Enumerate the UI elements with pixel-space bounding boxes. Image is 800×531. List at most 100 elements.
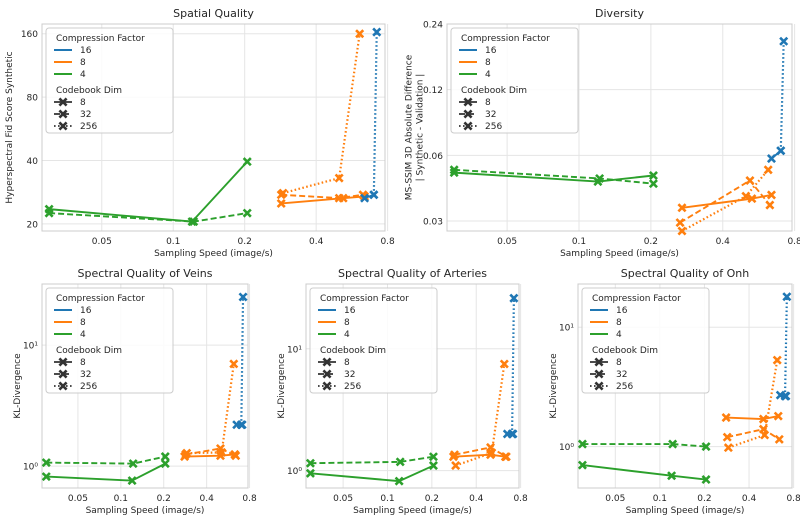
data-point	[182, 448, 192, 458]
y-axis-label: KL-Divergence	[277, 353, 287, 419]
y-tick-label: 160	[21, 30, 38, 40]
x-tick-label: 0.1	[114, 494, 128, 504]
y-tick-label: 10¹	[559, 324, 574, 334]
data-point	[721, 413, 731, 423]
data-point	[766, 154, 777, 164]
series-line	[372, 32, 378, 195]
data-point	[766, 190, 777, 200]
legend: Compression Factor 16 8 4 Codebook Dim 8 32 256	[45, 287, 174, 394]
legend-label: 8	[616, 358, 622, 368]
plot-frame	[577, 283, 793, 489]
data-point	[44, 208, 54, 218]
legend-label: 256	[80, 122, 97, 132]
series-line	[510, 298, 515, 434]
data-point	[449, 165, 459, 175]
series-line	[310, 455, 434, 465]
legend-box	[309, 287, 438, 394]
series-line	[783, 296, 788, 397]
data-point	[701, 442, 711, 452]
data-point	[675, 218, 685, 228]
panel-1: 0.05 0.1 0.2 0.4 0.8 20 40 80 160 Spatial Quality…	[5, 7, 395, 259]
x-tick-label: 0.2	[157, 494, 171, 504]
series-line	[681, 194, 772, 209]
legend-label: 32	[344, 370, 355, 380]
legend-box	[581, 287, 710, 394]
data-point	[127, 476, 137, 486]
chart-title: Diversity	[595, 7, 644, 20]
legend-label: 8	[80, 58, 86, 68]
legend-label: 32	[485, 110, 496, 120]
legend-title: Compression Factor	[56, 34, 145, 44]
chart-title: Spatial Quality	[173, 7, 254, 20]
x-tick-label: 0.1	[380, 494, 394, 504]
legend-marker	[58, 97, 68, 107]
legend-marker	[463, 109, 473, 119]
data-point	[41, 458, 51, 468]
plot-frame	[41, 23, 386, 232]
y-tick-label: 80	[27, 94, 39, 104]
y-axis-label: | Synthetic - Validation |	[416, 74, 426, 182]
x-axis-label: Sampling Speed (image/s)	[353, 506, 472, 516]
legend-box	[45, 287, 174, 394]
y-tick-label: 10⁰	[287, 467, 302, 477]
legend-label: 16	[485, 46, 497, 56]
legend-marker	[58, 381, 68, 391]
x-axis-label: Sampling Speed (image/s)	[154, 249, 273, 259]
legend-label: 8	[616, 318, 622, 328]
series-line	[726, 415, 779, 421]
x-tick-label: 0.8	[787, 237, 800, 247]
data-point	[507, 429, 517, 439]
x-tick-label: 0.2	[697, 494, 711, 504]
data-point	[276, 198, 286, 208]
legend-marker	[463, 121, 473, 131]
legend-label: 8	[344, 318, 350, 328]
data-point	[372, 27, 382, 37]
y-axis-label: Hyperspectral Fid Score Synthetic	[5, 51, 15, 203]
data-point	[229, 359, 239, 369]
legend-label: 16	[616, 306, 628, 316]
plot-frame	[41, 283, 249, 489]
data-point	[501, 452, 511, 462]
legend-marker	[594, 381, 604, 391]
data-point	[242, 157, 252, 167]
x-tick-label: 0.05	[605, 494, 625, 504]
data-point	[677, 226, 687, 236]
panel-3: 0.05 0.1 0.2 0.4 0.8 10⁰ 10¹ Spectral Quality o…	[13, 267, 257, 516]
data-point	[334, 193, 344, 203]
legend-marker	[594, 369, 604, 379]
data-point	[745, 175, 755, 186]
legend-marker	[322, 357, 332, 367]
y-axis-label: KL-Divergence	[13, 353, 23, 419]
legend-label: 4	[344, 330, 350, 340]
data-point	[763, 165, 773, 175]
y-tick-label: 0.12	[423, 86, 443, 96]
data-point	[231, 451, 241, 461]
x-tick-label: 0.05	[92, 237, 112, 247]
data-point	[772, 355, 782, 365]
y-tick-label: 0.03	[423, 218, 443, 228]
x-axis-label: Sampling Speed (image/s)	[626, 506, 745, 516]
legend-marker	[58, 357, 68, 367]
series-line	[186, 363, 235, 455]
y-tick-label: 10¹	[287, 345, 302, 355]
x-tick-label: 0.2	[644, 237, 658, 247]
legend-title: Compression Factor	[56, 294, 145, 304]
series-line	[454, 168, 654, 185]
x-tick-label: 0.05	[333, 494, 353, 504]
data-point	[722, 432, 732, 442]
legend-title: Compression Factor	[320, 294, 409, 304]
data-point	[758, 414, 768, 424]
legend-label: 4	[80, 70, 86, 80]
legend-label: 32	[80, 370, 91, 380]
legend-marker	[322, 369, 332, 379]
data-point	[360, 193, 370, 203]
x-tick-label: 0.2	[425, 494, 439, 504]
legend: Compression Factor 16 8 4 Codebook Dim 8 32 256	[450, 27, 579, 134]
legend-marker	[594, 357, 604, 367]
legend-label: 256	[344, 382, 361, 392]
legend-label: 32	[616, 370, 627, 380]
legend-marker	[58, 369, 68, 379]
x-tick-label: 0.8	[242, 494, 257, 504]
legend-title: Codebook Dim	[56, 86, 122, 96]
y-tick-label: 0.24	[423, 21, 443, 31]
